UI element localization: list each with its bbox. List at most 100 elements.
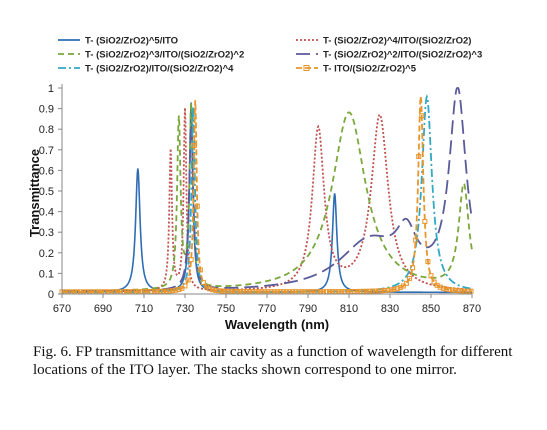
series-marker-6 xyxy=(462,288,468,294)
series-marker-6 xyxy=(459,288,465,294)
series-marker-6 xyxy=(446,287,452,293)
series-marker-6 xyxy=(416,153,422,159)
y-tick-label: 0.4 xyxy=(39,207,54,219)
y-tick-label: 0 xyxy=(48,289,54,301)
series-marker-6 xyxy=(360,288,366,294)
x-tick-label: 870 xyxy=(463,303,481,315)
series-marker-6 xyxy=(419,113,425,119)
series-marker-6 xyxy=(465,288,471,294)
legend-label-1: T- (SiO2/ZrO2)^5/ITO xyxy=(85,36,178,47)
series-marker-6 xyxy=(422,218,428,224)
x-tick-label: 730 xyxy=(176,303,194,315)
series-marker-6 xyxy=(173,287,179,293)
y-tick-label: 0.8 xyxy=(39,124,54,136)
series-marker-6 xyxy=(231,288,237,294)
series-marker-6 xyxy=(382,287,388,293)
x-tick-label: 690 xyxy=(94,303,112,315)
series-marker-6 xyxy=(367,288,372,294)
series-marker-6 xyxy=(351,288,357,294)
series-marker-6 xyxy=(428,273,434,279)
chart-legend: T- (SiO2/ZrO2)^5/ITO T- (SiO2/ZrO2)^4/ITO… xyxy=(58,36,482,75)
series-marker-6 xyxy=(453,287,459,293)
series-marker-6 xyxy=(394,286,400,292)
x-tick-label: 670 xyxy=(53,303,71,315)
series-marker-6 xyxy=(154,288,160,294)
series-marker-6 xyxy=(194,203,200,209)
series-line-2 xyxy=(62,107,473,293)
series-marker-6 xyxy=(228,288,234,294)
series-marker-6 xyxy=(388,287,394,293)
y-tick-label: 0.9 xyxy=(39,104,54,116)
series-marker-6 xyxy=(456,288,462,294)
series-marker-6 xyxy=(400,283,406,289)
series-marker-6 xyxy=(210,287,216,293)
figure-caption: Fig. 6. FP transmittance with air cavity… xyxy=(33,344,513,378)
series-marker-6 xyxy=(182,283,188,289)
series-marker-6 xyxy=(164,288,170,294)
series-line-5 xyxy=(62,94,473,294)
series-marker-6 xyxy=(385,287,391,293)
x-tick-label: 810 xyxy=(340,303,358,315)
x-axis-title: Wavelength (nm) xyxy=(225,317,329,332)
y-tick-label: 1 xyxy=(48,83,54,95)
series-marker-6 xyxy=(373,288,379,294)
y-tick-label: 0.2 xyxy=(39,248,54,260)
series-marker-6 xyxy=(185,277,191,283)
y-axis-title: Transmittance xyxy=(27,149,42,237)
x-tick-label: 710 xyxy=(135,303,153,315)
y-tick-label: 0.6 xyxy=(39,165,54,177)
series-marker-6 xyxy=(391,286,397,292)
series-marker-6 xyxy=(354,288,360,294)
chart-axes: 670 690 710 730 750 770 790 810 830 850 870 0 0.1 0.2… xyxy=(39,83,481,315)
legend-label-2: T- (SiO2/ZrO2)^4/ITO/(SiO2/ZrO2) xyxy=(323,36,471,47)
x-tick-label: 750 xyxy=(217,303,235,315)
series-marker-6 xyxy=(167,288,173,294)
series-line-6 xyxy=(62,96,473,293)
series-marker-6 xyxy=(440,285,446,291)
series-marker-6 xyxy=(200,280,206,286)
legend-label-4: T- (SiO2/ZrO2)^2/ITO/(SiO2/ZrO2)^3 xyxy=(323,50,482,61)
legend-label-5: T- (SiO2/ZrO2)/ITO/(SiO2/ZrO2)^4 xyxy=(85,64,234,75)
plot-lines xyxy=(59,87,474,295)
series-marker-6 xyxy=(176,287,182,293)
y-tick-label: 0.5 xyxy=(39,186,54,198)
series-marker-6 xyxy=(443,286,449,292)
series-marker-6 xyxy=(363,288,369,294)
series-marker-6 xyxy=(431,279,437,285)
y-tick-label: 0.3 xyxy=(39,227,54,239)
y-tick-label: 0.7 xyxy=(39,145,54,157)
series-marker-6 xyxy=(370,288,376,294)
series-marker-6 xyxy=(403,280,409,286)
x-tick-label: 790 xyxy=(299,303,317,315)
series-line-3 xyxy=(61,103,473,292)
series-marker-6 xyxy=(379,288,385,294)
x-tick-label: 770 xyxy=(258,303,276,315)
x-tick-label: 830 xyxy=(381,303,399,315)
series-line-4 xyxy=(61,87,473,293)
series-marker-6 xyxy=(216,288,222,294)
legend-label-6: T- ITO/(SiO2/ZrO2)^5 xyxy=(323,64,417,75)
series-marker-6 xyxy=(157,288,163,294)
series-marker-6 xyxy=(188,257,194,263)
series-line-1 xyxy=(62,102,472,294)
series-marker-6 xyxy=(160,288,166,294)
series-marker-6 xyxy=(437,284,443,290)
series-marker-6 xyxy=(191,143,197,149)
series-marker-6 xyxy=(425,259,431,265)
series-marker-6 xyxy=(357,288,363,294)
legend-label-3: T- (SiO2/ZrO2)^3/ITO/(SiO2/ZrO2)^2 xyxy=(85,50,244,61)
x-tick-label: 850 xyxy=(422,303,440,315)
series-marker-6 xyxy=(213,287,219,293)
series-marker-6 xyxy=(450,287,456,293)
series-marker-6 xyxy=(410,265,416,271)
series-marker-6 xyxy=(170,288,176,294)
series-marker-6 xyxy=(406,275,412,281)
series-marker-6 xyxy=(197,267,203,273)
series-marker-6 xyxy=(413,237,419,243)
series-marker-6 xyxy=(376,288,382,294)
series-marker-6 xyxy=(207,286,213,292)
legend-marker-6 xyxy=(303,65,310,71)
y-tick-label: 0.1 xyxy=(39,268,54,280)
series-marker-6 xyxy=(222,288,228,294)
